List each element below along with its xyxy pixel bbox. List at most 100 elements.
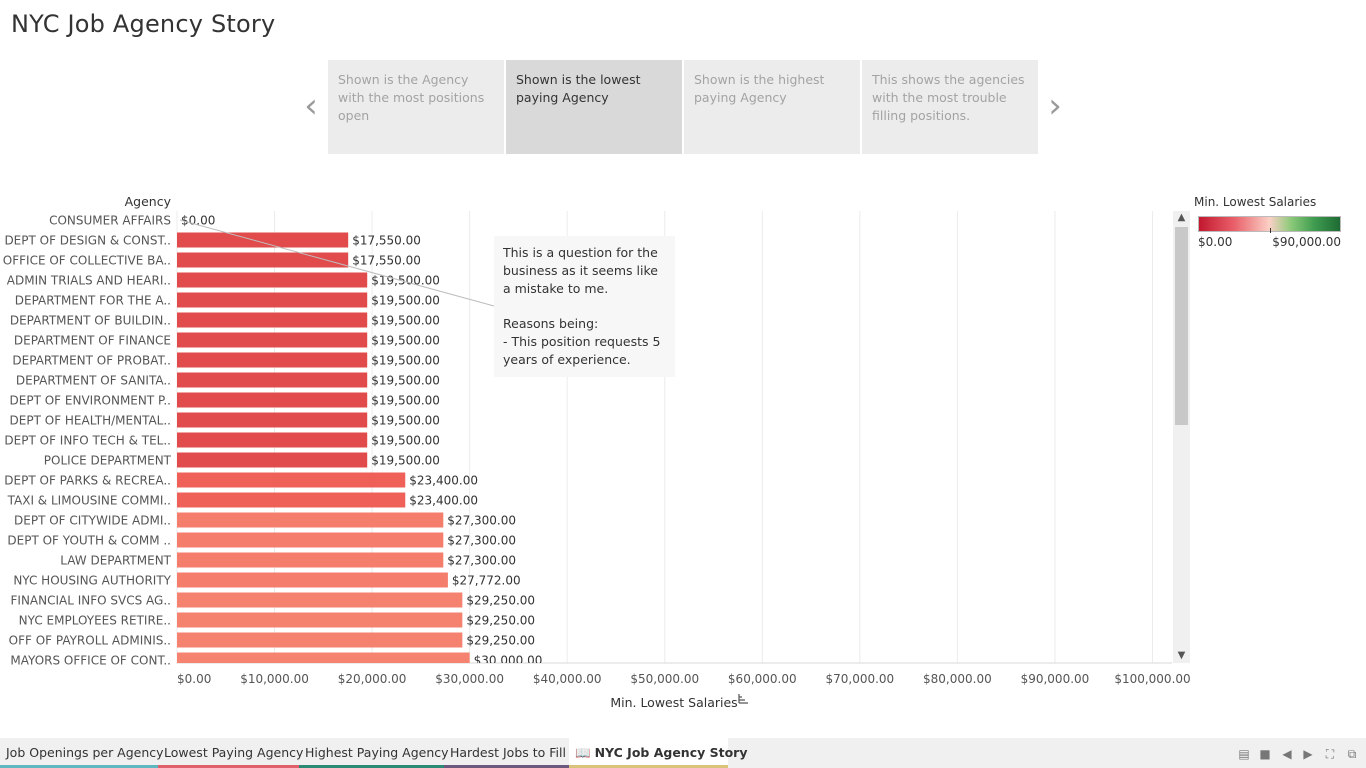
filmstrip-view-icon[interactable]: ■	[1259, 747, 1271, 761]
x-tick-label: $90,000.00	[1021, 672, 1090, 686]
salary-bar[interactable]	[177, 592, 463, 608]
tab-lowest-paying-agency[interactable]: Lowest Paying Agency	[158, 738, 303, 768]
chevron-left-icon[interactable]: ‹	[304, 86, 318, 126]
category-label: OFFICE OF COLLECTIVE BA..	[3, 254, 171, 268]
salary-bar[interactable]	[177, 312, 368, 328]
y-axis-title: Agency	[125, 194, 172, 209]
salary-bar[interactable]	[177, 272, 368, 288]
salary-bar[interactable]	[177, 572, 448, 588]
salary-bar[interactable]	[177, 432, 368, 448]
page-title: NYC Job Agency Story	[11, 10, 276, 38]
bar-value-label: $23,400.00	[409, 494, 478, 508]
bar-value-label: $23,400.00	[409, 474, 478, 488]
tab-label: Job Openings per Agency	[6, 745, 164, 760]
bar-value-label: $27,300.00	[447, 554, 516, 568]
story-point-3[interactable]: Shown is the highest paying Agency	[684, 60, 860, 154]
category-label: DEPT OF INFO TECH & TEL..	[4, 434, 171, 448]
bar-value-label: $19,500.00	[371, 394, 440, 408]
category-label: DEPT OF CITYWIDE ADMI..	[14, 514, 171, 528]
book-icon: 📖	[575, 745, 591, 760]
category-label: CONSUMER AFFAIRS	[49, 214, 171, 228]
grid-view-icon[interactable]: ▤	[1238, 747, 1250, 761]
salary-bar[interactable]	[177, 392, 368, 408]
category-label: DEPARTMENT OF BUILDIN..	[10, 314, 171, 328]
salary-bar[interactable]	[177, 452, 368, 468]
next-sheet-icon[interactable]: ▶	[1303, 747, 1313, 761]
x-tick-label: $80,000.00	[923, 672, 992, 686]
x-tick-label: $0.00	[177, 672, 211, 686]
annotation-connector	[179, 219, 495, 307]
salary-bar[interactable]	[177, 352, 368, 368]
legend-marker	[1270, 228, 1271, 233]
bar-value-label: $19,500.00	[371, 334, 440, 348]
salary-bar[interactable]	[177, 652, 470, 668]
bar-value-label: $29,250.00	[466, 614, 535, 628]
bar-value-label: $17,550.00	[352, 254, 421, 268]
annotation-text-1: This is a question for the business as i…	[503, 245, 658, 296]
chevron-right-icon[interactable]: ›	[1048, 86, 1062, 126]
salary-bar[interactable]	[177, 332, 368, 348]
fit-to-screen-icon[interactable]: ⛶	[1325, 747, 1335, 761]
x-tick-label: $70,000.00	[825, 672, 894, 686]
category-label: DEPT OF PARKS & RECREA..	[4, 474, 171, 488]
category-label: TAXI & LIMOUSINE COMMI..	[7, 494, 171, 508]
salary-bar[interactable]	[177, 552, 444, 568]
salary-bar[interactable]	[177, 492, 406, 508]
bar-value-label: $19,500.00	[371, 294, 440, 308]
x-tick-label: $60,000.00	[728, 672, 797, 686]
salary-bar[interactable]	[177, 632, 463, 648]
salary-bar[interactable]	[177, 232, 349, 248]
salary-bar-chart: $0.00 $10,000.00 $20,000.00 $30,000.00 $40,0…	[3, 194, 1190, 710]
bar-value-label: $30,000.00	[474, 654, 543, 668]
previous-sheet-icon[interactable]: ◀	[1282, 747, 1292, 761]
x-tick-label: $30,000.00	[435, 672, 504, 686]
salary-bar[interactable]	[177, 612, 463, 628]
bar-value-label: $27,300.00	[447, 534, 516, 548]
bar-value-label: $19,500.00	[371, 314, 440, 328]
story-point-1[interactable]: Shown is the Agency with the most positi…	[328, 60, 504, 154]
bar-value-label: $27,300.00	[447, 514, 516, 528]
salary-bar[interactable]	[177, 532, 444, 548]
tab-highest-paying-agency[interactable]: Highest Paying Agency	[299, 738, 449, 768]
scroll-thumb[interactable]	[1175, 227, 1188, 425]
category-label: DEPT OF HEALTH/MENTAL..	[10, 414, 171, 428]
category-label: FINANCIAL INFO SVCS AG..	[11, 594, 171, 608]
category-label: NYC EMPLOYEES RETIRE..	[19, 614, 171, 628]
scroll-down-icon[interactable]: ▼	[1177, 650, 1186, 661]
bar-value-label: $0.00	[181, 214, 215, 228]
salary-bar[interactable]	[177, 472, 406, 488]
category-label: MAYORS OFFICE OF CONT..	[10, 654, 171, 668]
sort-descending-icon	[738, 694, 748, 704]
category-label: NYC HOUSING AUTHORITY	[13, 574, 171, 588]
category-label: POLICE DEPARTMENT	[44, 454, 172, 468]
salary-bar[interactable]	[177, 292, 368, 308]
story-point-2[interactable]: Shown is the lowest paying Agency	[506, 60, 682, 154]
salary-bar[interactable]	[177, 372, 368, 388]
story-point-4[interactable]: This shows the agencies with the most tr…	[862, 60, 1038, 154]
x-tick-label: $20,000.00	[338, 672, 407, 686]
chart-scrollbar[interactable]: ▲ ▼	[1173, 211, 1190, 663]
bar-value-label: $17,550.00	[352, 234, 421, 248]
category-label: DEPT OF YOUTH & COMM ..	[7, 534, 171, 548]
scroll-up-icon[interactable]: ▲	[1177, 212, 1186, 223]
sheet-tab-bar: Job Openings per Agency Lowest Paying Ag…	[0, 738, 1366, 768]
tab-job-openings-per-agency[interactable]: Job Openings per Agency	[0, 738, 164, 768]
bar-value-label: $29,250.00	[466, 634, 535, 648]
category-label: OFF OF PAYROLL ADMINIS..	[9, 634, 171, 648]
fullscreen-icon[interactable]: ⧉	[1347, 747, 1357, 761]
x-tick-label: $40,000.00	[533, 672, 602, 686]
tab-label: Lowest Paying Agency	[164, 745, 304, 760]
salary-bar[interactable]	[177, 252, 349, 268]
tab-hardest-jobs-to-fill[interactable]: Hardest Jobs to Fill	[444, 738, 569, 768]
annotation-text-3: - This position requests 5 years of expe…	[503, 334, 661, 367]
tab-label: Highest Paying Agency	[305, 745, 449, 760]
legend-min-label: $0.00	[1198, 235, 1233, 249]
salary-bar[interactable]	[177, 512, 444, 528]
legend-max-label: $90,000.00	[1272, 235, 1341, 249]
category-label: DEPT OF ENVIRONMENT P..	[10, 394, 171, 408]
tab-nyc-job-agency-story[interactable]: 📖 NYC Job Agency Story	[569, 738, 748, 768]
salary-bar[interactable]	[177, 412, 368, 428]
bar-value-label: $19,500.00	[371, 434, 440, 448]
annotation-text-2: Reasons being:	[503, 316, 599, 331]
legend-color-ramp	[1198, 216, 1341, 232]
